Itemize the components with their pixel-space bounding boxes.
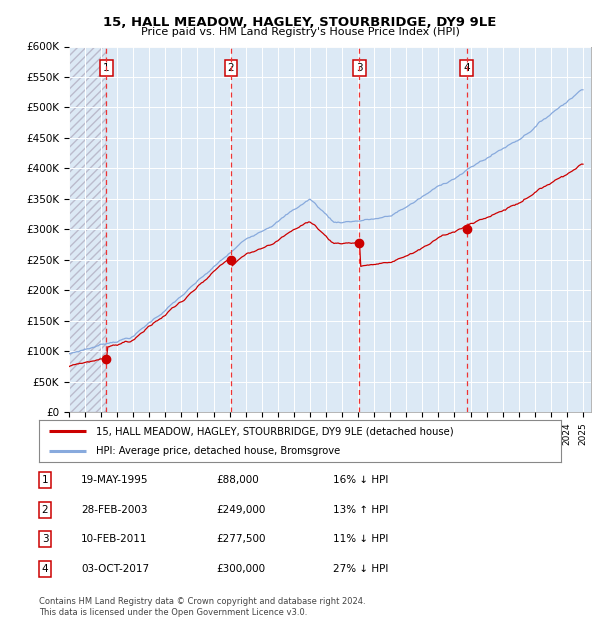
Text: 3: 3 (41, 534, 49, 544)
Text: 1: 1 (103, 63, 110, 73)
Text: 2: 2 (227, 63, 234, 73)
Text: 11% ↓ HPI: 11% ↓ HPI (333, 534, 388, 544)
Text: 16% ↓ HPI: 16% ↓ HPI (333, 475, 388, 485)
Text: 10-FEB-2011: 10-FEB-2011 (81, 534, 148, 544)
Text: 4: 4 (41, 564, 49, 574)
Text: 27% ↓ HPI: 27% ↓ HPI (333, 564, 388, 574)
Text: 4: 4 (463, 63, 470, 73)
Text: 15, HALL MEADOW, HAGLEY, STOURBRIDGE, DY9 9LE (detached house): 15, HALL MEADOW, HAGLEY, STOURBRIDGE, DY… (97, 426, 454, 436)
Text: 3: 3 (356, 63, 363, 73)
Text: £277,500: £277,500 (216, 534, 265, 544)
Text: 13% ↑ HPI: 13% ↑ HPI (333, 505, 388, 515)
Text: £88,000: £88,000 (216, 475, 259, 485)
Text: £249,000: £249,000 (216, 505, 265, 515)
Text: 19-MAY-1995: 19-MAY-1995 (81, 475, 149, 485)
Text: 03-OCT-2017: 03-OCT-2017 (81, 564, 149, 574)
Text: 1: 1 (41, 475, 49, 485)
Text: 2: 2 (41, 505, 49, 515)
Text: 28-FEB-2003: 28-FEB-2003 (81, 505, 148, 515)
Text: Contains HM Land Registry data © Crown copyright and database right 2024.
This d: Contains HM Land Registry data © Crown c… (39, 598, 365, 617)
Text: Price paid vs. HM Land Registry's House Price Index (HPI): Price paid vs. HM Land Registry's House … (140, 27, 460, 37)
Text: HPI: Average price, detached house, Bromsgrove: HPI: Average price, detached house, Brom… (97, 446, 341, 456)
Text: 15, HALL MEADOW, HAGLEY, STOURBRIDGE, DY9 9LE: 15, HALL MEADOW, HAGLEY, STOURBRIDGE, DY… (103, 16, 497, 29)
Text: £300,000: £300,000 (216, 564, 265, 574)
